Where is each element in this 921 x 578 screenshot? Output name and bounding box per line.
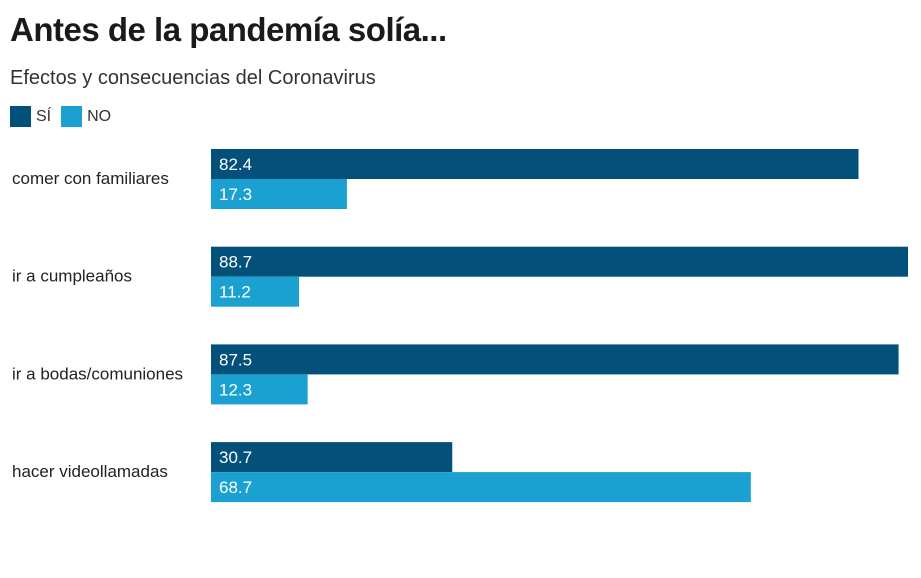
category-label: ir a bodas/comuniones <box>12 364 183 383</box>
data-label: 30.7 <box>219 448 252 467</box>
legend-label-no: NO <box>87 107 112 125</box>
bar-si <box>211 246 908 277</box>
legend-label-si: SÍ <box>36 107 52 125</box>
legend-item-no: NO <box>61 106 111 127</box>
data-label: 87.5 <box>219 350 252 369</box>
category-label: ir a cumpleaños <box>12 267 132 286</box>
chart-subtitle: Efectos y consecuencias del Coronavirus <box>10 67 376 89</box>
bar-no <box>211 472 751 503</box>
data-label: 82.4 <box>219 155 252 174</box>
legend-swatch-si <box>10 106 31 127</box>
bar-si <box>211 344 899 375</box>
data-label: 17.3 <box>219 185 252 204</box>
data-label: 12.3 <box>219 380 252 399</box>
data-label: 88.7 <box>219 253 252 272</box>
bar-no <box>211 276 300 307</box>
bar-no <box>211 179 347 209</box>
data-label: 68.7 <box>219 478 252 497</box>
bar-no <box>211 374 308 405</box>
chart-title: Antes de la pandemía solía... <box>10 11 447 48</box>
legend-item-si: SÍ <box>10 106 51 127</box>
bar-si <box>211 149 859 179</box>
category-label: comer con familiares <box>12 169 169 188</box>
legend-swatch-no <box>61 106 83 127</box>
bar-si <box>211 442 453 473</box>
category-label: hacer videollamadas <box>12 462 168 481</box>
data-label: 11.2 <box>219 283 251 302</box>
legend: SÍ NO <box>10 106 121 127</box>
